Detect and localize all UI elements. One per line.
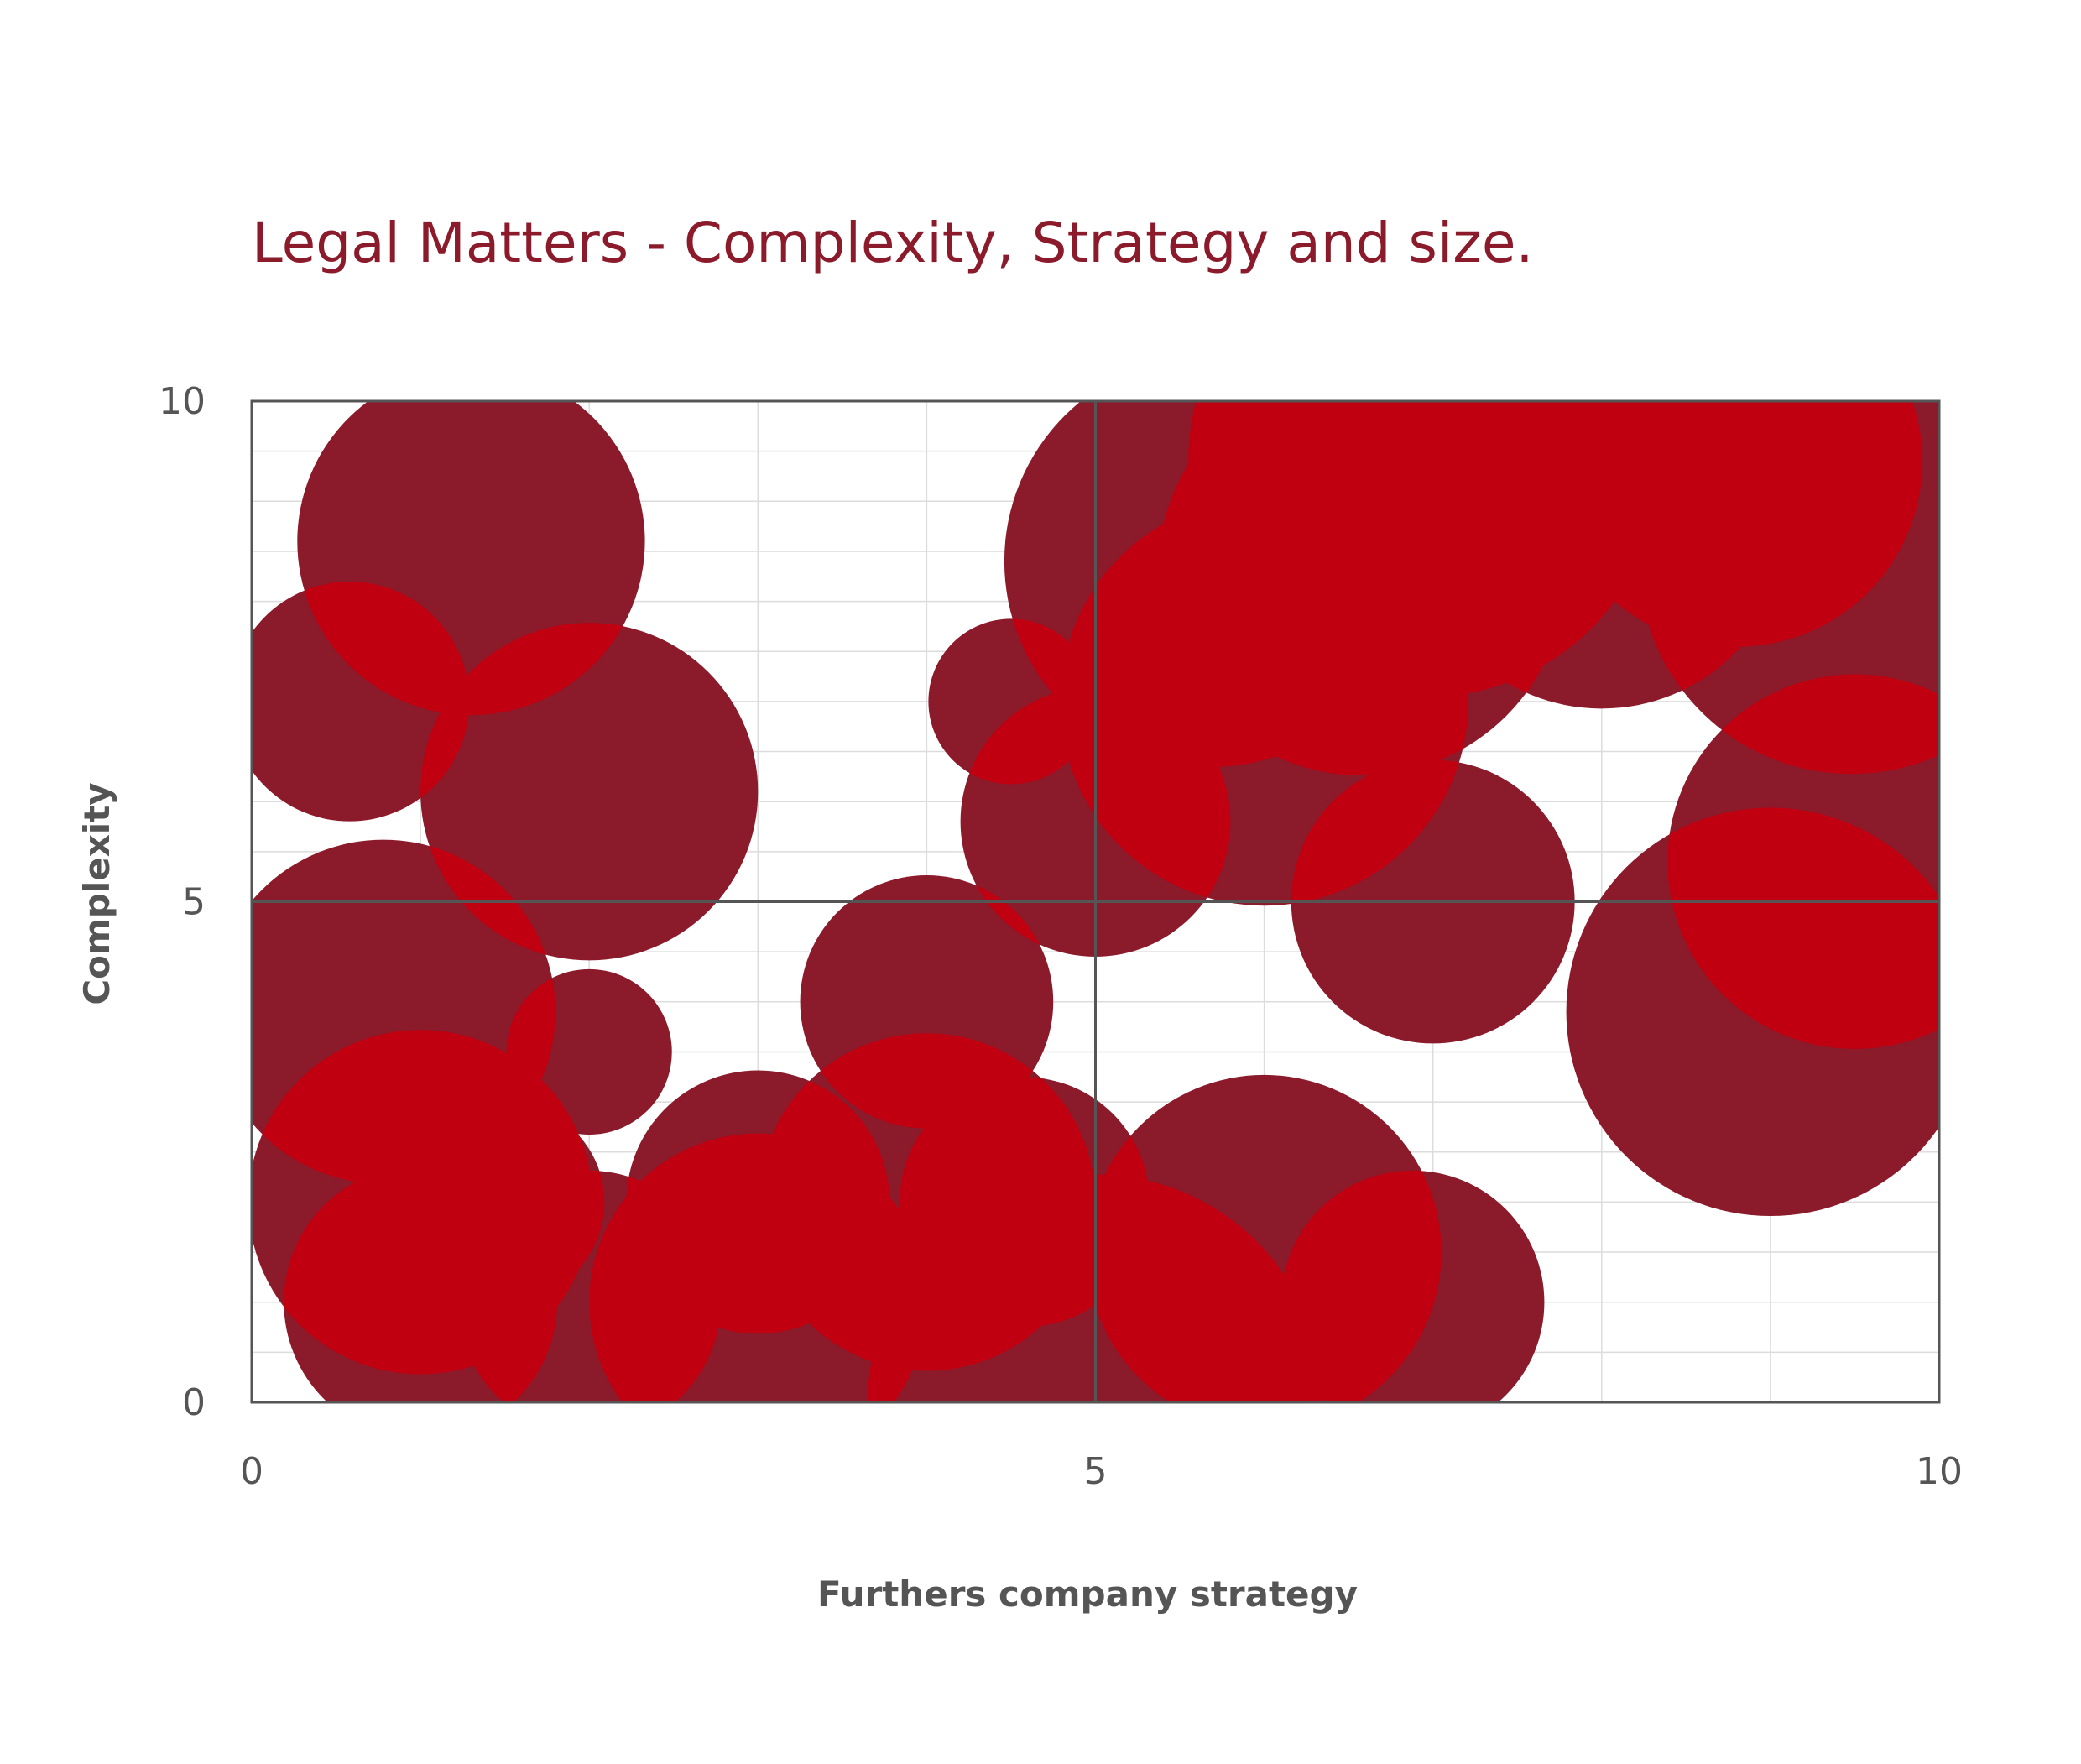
bubble-overlap: [420, 623, 645, 716]
bubble-overlap: [1280, 1170, 1442, 1402]
bubble-overlap: [457, 1170, 557, 1402]
plot-frame: [250, 399, 1941, 1404]
x-tick-label: 0: [240, 1450, 263, 1493]
bubble-overlap: [900, 1174, 1150, 1328]
x-tick-label: 10: [1916, 1450, 1963, 1493]
bubble-overlap: [758, 1133, 927, 1371]
bubble-overlap: [1060, 686, 1231, 906]
bubble-overlap: [1087, 1174, 1323, 1402]
y-tick-label: 5: [182, 881, 206, 924]
y-tick-label: 10: [159, 380, 206, 423]
y-tick-label: 0: [182, 1381, 206, 1424]
axis-ticks: 0 5 10 0 5 10: [159, 380, 1963, 1493]
x-axis-label: Furthers company strategy: [817, 1574, 1358, 1615]
bubble-overlap: [960, 686, 1094, 785]
bubble-overlap: [1639, 401, 1922, 647]
x-tick-label: 5: [1084, 1450, 1108, 1493]
y-axis-label: Complexity: [76, 782, 117, 1005]
chart-title: Legal Matters - Complexity, Strategy and…: [252, 211, 1534, 275]
